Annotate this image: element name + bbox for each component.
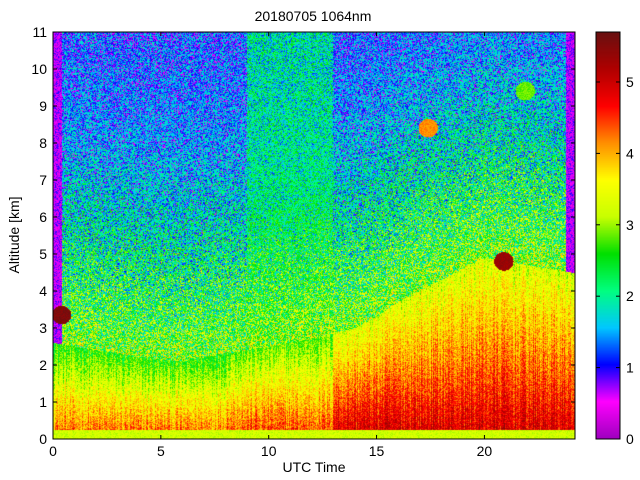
y-tick-label: 1 (39, 394, 47, 410)
heatmap-canvas (53, 32, 575, 439)
colorbar-tick-label: 2 (626, 288, 634, 304)
chart-title: 20180705 1064nm (255, 8, 372, 24)
y-tick-label: 6 (39, 209, 47, 225)
x-tick-label: 10 (261, 443, 277, 459)
y-tick-label: 8 (39, 135, 47, 151)
x-tick-label: 5 (157, 443, 165, 459)
y-tick-label: 4 (39, 283, 47, 299)
x-tick-label: 0 (49, 443, 57, 459)
y-tick-label: 11 (32, 24, 47, 40)
x-axis: 0 5 10 15 20 (49, 32, 492, 459)
colorbar-frame (595, 31, 621, 440)
x-axis-label: UTC Time (283, 459, 346, 475)
colorbar-tick-label: 1 (626, 360, 634, 376)
y-tick-label: 5 (39, 246, 47, 262)
x-tick-label: 15 (369, 443, 385, 459)
heatmap-plot (52, 31, 576, 440)
colorbar-canvas (596, 32, 620, 439)
y-tick-label: 7 (39, 172, 47, 188)
y-tick-label: 3 (39, 320, 47, 336)
x-tick-label: 20 (477, 443, 493, 459)
plot-frame (52, 31, 576, 440)
colorbar-tick-label: 3 (626, 217, 634, 233)
colorbar: 0 1 2 3 4 5 (595, 31, 634, 447)
y-tick-label: 2 (39, 357, 47, 373)
y-tick-label: 9 (39, 98, 47, 114)
colorbar-tick-label: 5 (626, 74, 634, 90)
colorbar-tick-label: 4 (626, 145, 634, 161)
y-tick-label: 10 (31, 61, 47, 77)
colorbar-ticks: 0 1 2 3 4 5 (596, 74, 634, 447)
colorbar-tick-label: 0 (626, 431, 634, 447)
y-axis: 0 1 2 3 4 5 6 7 8 9 10 11 (31, 24, 575, 447)
y-axis-label: Altitude [km] (6, 196, 22, 273)
y-tick-label: 0 (39, 431, 47, 447)
